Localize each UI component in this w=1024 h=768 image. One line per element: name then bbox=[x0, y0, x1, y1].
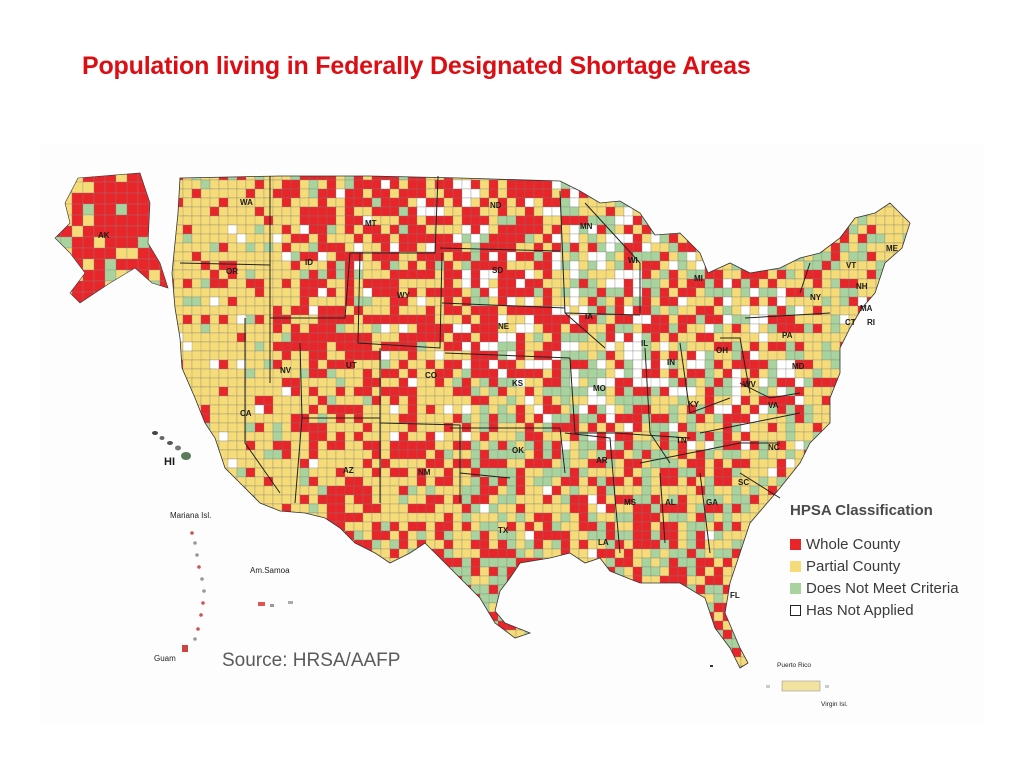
hawaii-islands bbox=[152, 431, 191, 460]
state-label-co: CO bbox=[425, 371, 437, 380]
state-label-la: LA bbox=[598, 538, 609, 547]
state-label-pa: PA bbox=[782, 331, 793, 340]
legend-label: Does Not Meet Criteria bbox=[806, 579, 959, 597]
state-label-ia: IA bbox=[585, 312, 593, 321]
legend-title: HPSA Classification bbox=[790, 502, 933, 519]
state-label-fl: FL bbox=[730, 591, 740, 600]
state-label-az: AZ bbox=[343, 466, 354, 475]
state-label-in: IN bbox=[667, 358, 675, 367]
state-label-wa: WA bbox=[240, 198, 253, 207]
state-label-wi: WI bbox=[628, 256, 638, 265]
state-label-mn: MN bbox=[580, 222, 593, 231]
state-label-nd: ND bbox=[490, 201, 502, 210]
state-label-id: ID bbox=[305, 258, 313, 267]
state-label-il: IL bbox=[641, 339, 648, 348]
state-label-ri: RI bbox=[867, 318, 875, 327]
state-label-hi: HI bbox=[164, 456, 175, 468]
state-label-ca: CA bbox=[240, 409, 252, 418]
mariana-island-dot bbox=[197, 565, 201, 569]
guam-island bbox=[182, 645, 188, 652]
state-label-oh: OH bbox=[716, 346, 728, 355]
has-not-applied-swatch bbox=[790, 604, 801, 616]
legend-item-has-not-applied: Has Not Applied bbox=[790, 599, 990, 621]
puerto-rico-map bbox=[710, 665, 829, 692]
state-label-mt: MT bbox=[365, 219, 377, 228]
hpsa-map: AK WA OR CA ID NV MT WY UT AZ CO NM ND SD NE KS OK TX MN IA… bbox=[40, 143, 984, 725]
mariana-island-dot bbox=[200, 577, 204, 581]
state-label-wy: WY bbox=[397, 291, 411, 300]
american-samoa bbox=[258, 601, 293, 607]
state-label-or: OR bbox=[226, 267, 238, 276]
legend-label: Whole County bbox=[806, 535, 901, 553]
mariana-island-dot bbox=[199, 613, 203, 617]
state-label-mo: MO bbox=[593, 384, 606, 393]
state-label-ky: KY bbox=[688, 400, 700, 409]
state-label-ok: OK bbox=[512, 446, 524, 455]
state-label-nv: NV bbox=[280, 366, 292, 375]
state-label-ga: GA bbox=[706, 498, 718, 507]
territory-label: Am.Samoa bbox=[250, 566, 290, 575]
whole-county-swatch bbox=[790, 538, 801, 550]
state-label-nh: NH bbox=[856, 282, 868, 291]
legend-label: Partial County bbox=[806, 557, 901, 575]
mariana-island-dot bbox=[193, 541, 197, 545]
source-credit: Source: HRSA/AAFP bbox=[222, 650, 401, 671]
state-label-me: ME bbox=[886, 244, 899, 253]
territory-label: Virgin Isl. bbox=[821, 701, 848, 708]
state-label-tx: TX bbox=[498, 526, 509, 535]
legend-item-does-not-meet-criteria: Does Not Meet Criteria bbox=[790, 577, 990, 599]
state-label-ak: AK bbox=[98, 231, 110, 240]
territory-label: Mariana Isl. bbox=[170, 511, 211, 520]
state-label-ny: NY bbox=[810, 293, 822, 302]
page-title: Population living in Federally Designate… bbox=[82, 52, 751, 80]
state-label-va: VA bbox=[768, 401, 779, 410]
partial-county-swatch bbox=[790, 560, 801, 572]
mariana-island-dot bbox=[202, 589, 206, 593]
legend: HPSA Classification Whole County Partial… bbox=[790, 502, 990, 621]
mariana-island-dot bbox=[196, 627, 200, 631]
state-boundaries bbox=[179, 175, 831, 554]
mariana-island-dot bbox=[195, 553, 199, 557]
mariana-islands bbox=[190, 531, 206, 641]
state-label-ks: KS bbox=[512, 379, 524, 388]
state-label-mi: MI bbox=[694, 274, 703, 283]
mariana-island-dot bbox=[193, 637, 197, 641]
does-not-meet-criteria-swatch bbox=[790, 582, 801, 594]
us-county-map: AK WA OR CA ID NV MT WY UT AZ CO NM ND SD NE KS OK TX MN IA… bbox=[54, 172, 911, 708]
mariana-island-dot bbox=[190, 531, 194, 535]
territory-label: Puerto Rico bbox=[777, 662, 811, 669]
state-label-nm: NM bbox=[418, 468, 431, 477]
state-label-sd: SD bbox=[492, 266, 503, 275]
alaska-counties bbox=[55, 173, 168, 303]
state-label-ut: UT bbox=[346, 361, 357, 370]
legend-item-whole-county: Whole County bbox=[790, 533, 990, 555]
legend-label: Has Not Applied bbox=[806, 601, 914, 619]
state-label-tn: TN bbox=[676, 436, 687, 445]
state-label-sc: SC bbox=[738, 478, 749, 487]
state-label-wv: WV bbox=[743, 380, 757, 389]
state-label-ct: CT bbox=[845, 318, 856, 327]
state-label-nc: NC bbox=[768, 443, 780, 452]
legend-item-partial-county: Partial County bbox=[790, 555, 990, 577]
mariana-island-dot bbox=[201, 601, 205, 605]
state-label-ms: MS bbox=[624, 498, 637, 507]
state-label-ar: AR bbox=[596, 456, 608, 465]
state-label-al: AL bbox=[665, 498, 676, 507]
state-label-ma: MA bbox=[860, 304, 873, 313]
territory-label: Guam bbox=[154, 654, 176, 663]
state-label-ne: NE bbox=[498, 322, 510, 331]
state-label-vt: VT bbox=[846, 261, 856, 270]
state-label-md: MD bbox=[792, 362, 805, 371]
